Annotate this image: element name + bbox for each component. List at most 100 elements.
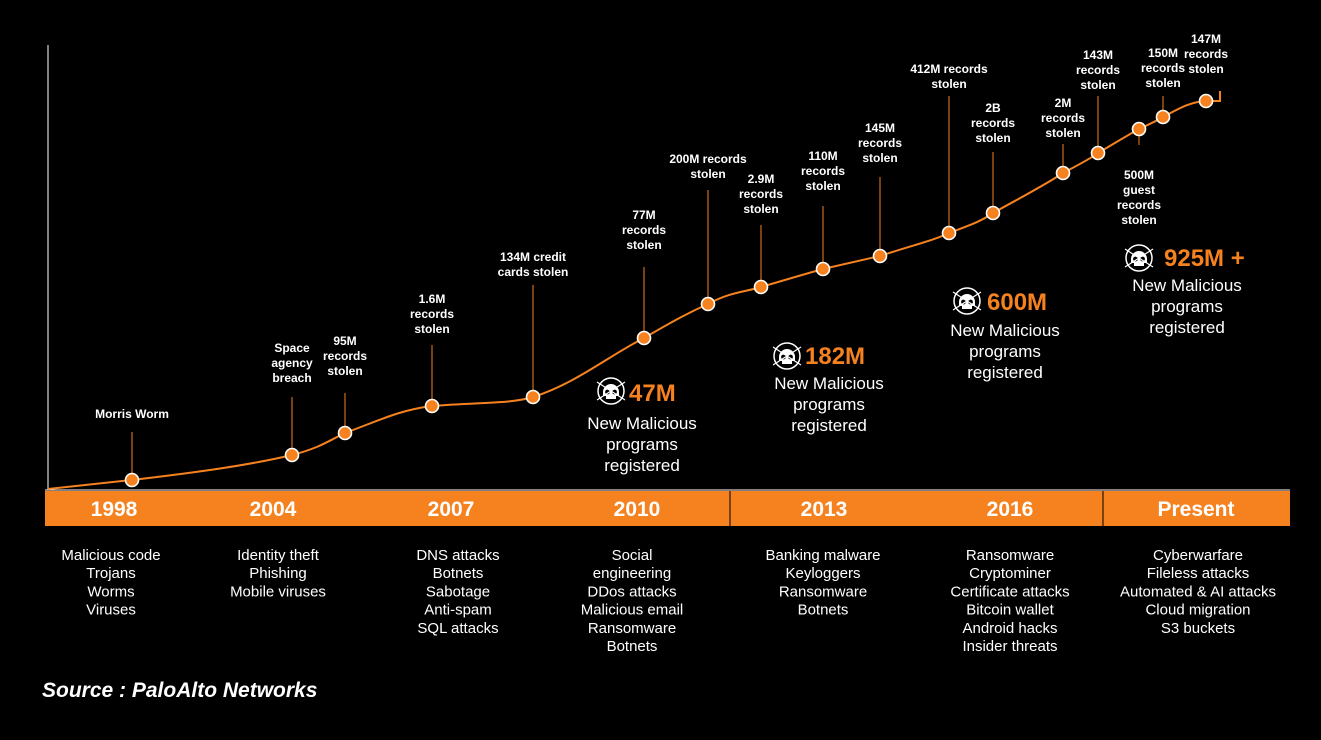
era-threat-item: Botnets	[433, 565, 484, 582]
malware-caption-line: registered	[1149, 318, 1225, 337]
era-threat-item: Anti-spam	[424, 602, 492, 619]
event-label-line: 2.9M	[748, 172, 775, 186]
era-threat-item: Cloud migration	[1145, 602, 1250, 619]
event-label: 95M records stolen	[323, 334, 367, 378]
year-band	[45, 491, 1290, 526]
era-column: 2007 DNS attacks Botnets Sabotage Anti-spam S…	[416, 498, 499, 637]
event-label: Morris Worm	[95, 407, 169, 421]
era-threat-list: Social engineering DDos attacks Malicious e…	[581, 547, 684, 655]
era-year-label: 1998	[91, 498, 138, 521]
malware-count-caption: New Malicious programs registered	[587, 414, 697, 475]
era-column: 2016 Ransomware Cryptominer Certificate att…	[950, 498, 1069, 655]
event-label-line: guest	[1123, 183, 1155, 197]
event-label-line: breach	[272, 371, 311, 385]
era-threat-item: Sabotage	[426, 583, 490, 600]
event-label-line: 200M records	[669, 152, 747, 166]
event-label-line: 134M credit	[500, 250, 566, 264]
event-label: 145M records stolen	[858, 121, 902, 165]
event-marker: 412M records stolen	[910, 62, 988, 241]
era-threat-item: Ransomware	[588, 620, 676, 637]
event-label-line: records	[739, 187, 783, 201]
event-label-line: records	[1117, 198, 1161, 212]
era-year-label: 2007	[428, 498, 475, 521]
event-label-line: records	[323, 349, 367, 363]
malware-count-caption: New Malicious programs registered	[950, 321, 1060, 382]
event-label-line: stolen	[690, 167, 725, 181]
era-column: 2010 Social engineering DDos attacks Malicio…	[581, 498, 684, 655]
era-threat-item: Phishing	[249, 565, 307, 582]
skull-icon	[772, 342, 802, 370]
event-dot	[872, 248, 888, 264]
event-dot	[1131, 121, 1147, 137]
event-dot	[284, 447, 300, 463]
malware-caption-line: programs	[793, 395, 865, 414]
event-dot	[124, 472, 140, 488]
era-year-label: 2013	[801, 498, 848, 521]
malware-count-callout: 600M New Malicious programs registered	[950, 287, 1060, 382]
era-threat-list: Banking malware Keyloggers Ransomware Botne…	[765, 547, 880, 619]
event-label: 110M records stolen	[801, 149, 845, 193]
malware-caption-line: registered	[967, 363, 1043, 382]
event-label: 2B records stolen	[971, 101, 1015, 145]
event-label-line: stolen	[1145, 76, 1180, 90]
event-dot	[985, 205, 1001, 221]
event-label-line: 412M records	[910, 62, 988, 76]
event-dot	[941, 225, 957, 241]
malware-count-value: 182M	[805, 343, 865, 370]
event-label-line: records	[1076, 63, 1120, 77]
event-marker: 2.9M records stolen	[739, 172, 783, 295]
event-label: Space agency breach	[271, 341, 313, 385]
event-label-line: records	[971, 116, 1015, 130]
malware-count-caption: New Malicious programs registered	[774, 374, 884, 435]
era-threat-item: SQL attacks	[417, 620, 498, 637]
event-dot	[700, 296, 716, 312]
malware-count-value: 925M +	[1164, 245, 1245, 272]
era-threat-item: Insider threats	[962, 638, 1057, 655]
malware-count-callout: 182M New Malicious programs registered	[772, 342, 884, 435]
era-threat-item: DDos attacks	[587, 583, 676, 600]
malware-caption-line: registered	[604, 456, 680, 475]
malware-caption-line: New Malicious	[950, 321, 1060, 340]
era-threat-list: Identity theft Phishing Mobile viruses	[230, 547, 326, 600]
malware-count-value: 47M	[629, 380, 676, 407]
event-label-line: 150M	[1148, 46, 1178, 60]
event-label-line: stolen	[862, 151, 897, 165]
event-label-line: 2M	[1055, 96, 1072, 110]
event-label-line: stolen	[626, 238, 661, 252]
era-threat-item: Trojans	[86, 565, 135, 582]
event-dot	[1155, 109, 1171, 125]
malware-count-caption: New Malicious programs registered	[1132, 276, 1242, 337]
event-label-line: stolen	[1121, 213, 1156, 227]
era-threat-item: Keyloggers	[785, 565, 860, 582]
event-marker: Space agency breach	[271, 341, 313, 463]
event-label-line: 2B	[985, 101, 1001, 115]
era-column: 2004 Identity theft Phishing Mobile viruses	[230, 498, 326, 600]
event-dot	[525, 389, 541, 405]
era-threat-list: Ransomware Cryptominer Certificate attacks…	[950, 547, 1069, 655]
era-threat-item: Botnets	[607, 638, 658, 655]
event-label-line: agency	[271, 356, 313, 370]
event-marker: 500M guest records stolen	[1117, 121, 1161, 227]
event-label-line: records	[622, 223, 666, 237]
event-label: 2M records stolen	[1041, 96, 1085, 140]
era-year-label: 2010	[614, 498, 661, 521]
era-threat-item: Fileless attacks	[1147, 565, 1250, 582]
event-label-line: stolen	[1045, 126, 1080, 140]
era-threat-item: Bitcoin wallet	[966, 602, 1054, 619]
event-label: 147M records stolen	[1184, 32, 1228, 76]
event-marker: 1.6M records stolen	[410, 292, 454, 414]
event-label-line: stolen	[743, 202, 778, 216]
malware-caption-line: registered	[791, 416, 867, 435]
malware-caption-line: programs	[1151, 297, 1223, 316]
malware-caption-line: New Malicious	[774, 374, 884, 393]
malware-caption-line: programs	[969, 342, 1041, 361]
event-marker: 147M records stolen	[1184, 32, 1228, 109]
event-label: 134M credit cards stolen	[498, 250, 569, 279]
era-threat-item: Botnets	[798, 602, 849, 619]
era-threat-item: Social	[612, 547, 653, 564]
event-label-line: cards stolen	[498, 265, 569, 279]
event-marker: 134M credit cards stolen	[498, 250, 569, 405]
event-dot	[424, 398, 440, 414]
event-marker: 2B records stolen	[971, 101, 1015, 221]
